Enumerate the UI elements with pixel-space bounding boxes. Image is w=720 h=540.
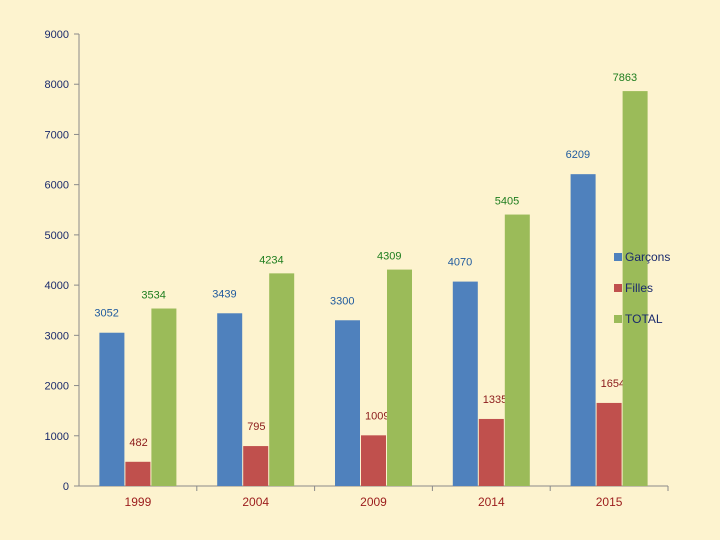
data-label: 5405 (495, 196, 519, 208)
y-tick-label: 5000 (45, 230, 69, 242)
bar-filles (243, 446, 269, 486)
x-axis-tick-labels: 1999 2004 2009 2014 2015 (125, 486, 669, 509)
y-tick-label: 4000 (45, 280, 69, 292)
y-tick-label: 0 (63, 481, 69, 493)
legend: Garçons Filles TOTAL (614, 250, 670, 326)
data-label: 482 (129, 437, 147, 449)
legend-label: Filles (625, 281, 653, 295)
data-label: 1654 (601, 378, 625, 390)
y-tick-label: 9000 (45, 29, 69, 41)
data-label: 3052 (94, 308, 118, 320)
bar-total (387, 269, 412, 486)
bar-garons (335, 320, 360, 486)
data-label: 4309 (377, 251, 401, 263)
x-tick-label: 2004 (242, 495, 269, 509)
data-label: 3439 (212, 288, 236, 300)
bar-filles (478, 418, 504, 486)
bar-total (269, 273, 295, 486)
x-tick-label: 2014 (478, 495, 505, 509)
x-tick-label: 2009 (360, 495, 387, 509)
bar-filles (361, 435, 386, 486)
bar-filles (125, 461, 151, 486)
bar-garons (570, 174, 596, 486)
data-label: 3300 (330, 295, 354, 307)
x-tick-label: 1999 (125, 495, 152, 509)
legend-swatch (614, 284, 622, 292)
data-label: 6209 (566, 149, 590, 161)
data-label: 3534 (141, 290, 165, 302)
bar-garons (452, 281, 478, 486)
y-tick-label: 3000 (45, 330, 69, 342)
data-label: 1335 (483, 394, 507, 406)
legend-swatch (614, 315, 622, 323)
y-tick-label: 7000 (45, 129, 69, 141)
bar-total (151, 308, 177, 486)
y-axis-ticks: 0 1000 2000 3000 4000 5000 6000 7000 8000 9000 (45, 29, 79, 493)
y-tick-label: 1000 (45, 431, 69, 443)
legend-label: TOTAL (625, 312, 663, 326)
bar-total (622, 91, 648, 487)
x-tick-label: 2015 (596, 495, 623, 509)
bar-garons (99, 332, 125, 486)
y-tick-label: 8000 (45, 79, 69, 91)
data-label: 4070 (448, 257, 472, 269)
bar-filles (596, 402, 622, 486)
data-label: 4234 (259, 254, 283, 266)
y-tick-label: 2000 (45, 381, 69, 393)
legend-label: Garçons (625, 250, 670, 264)
data-label: 795 (247, 421, 265, 433)
bars: 3052 482 3534 3439 795 4234 3300 1009 4309 4070 13… (94, 72, 648, 487)
data-label: 7863 (613, 72, 637, 84)
y-tick-label: 6000 (45, 180, 69, 192)
data-label: 1009 (365, 410, 389, 422)
bar-garons (217, 313, 243, 486)
legend-swatch (614, 253, 622, 261)
bar-total (504, 214, 530, 486)
